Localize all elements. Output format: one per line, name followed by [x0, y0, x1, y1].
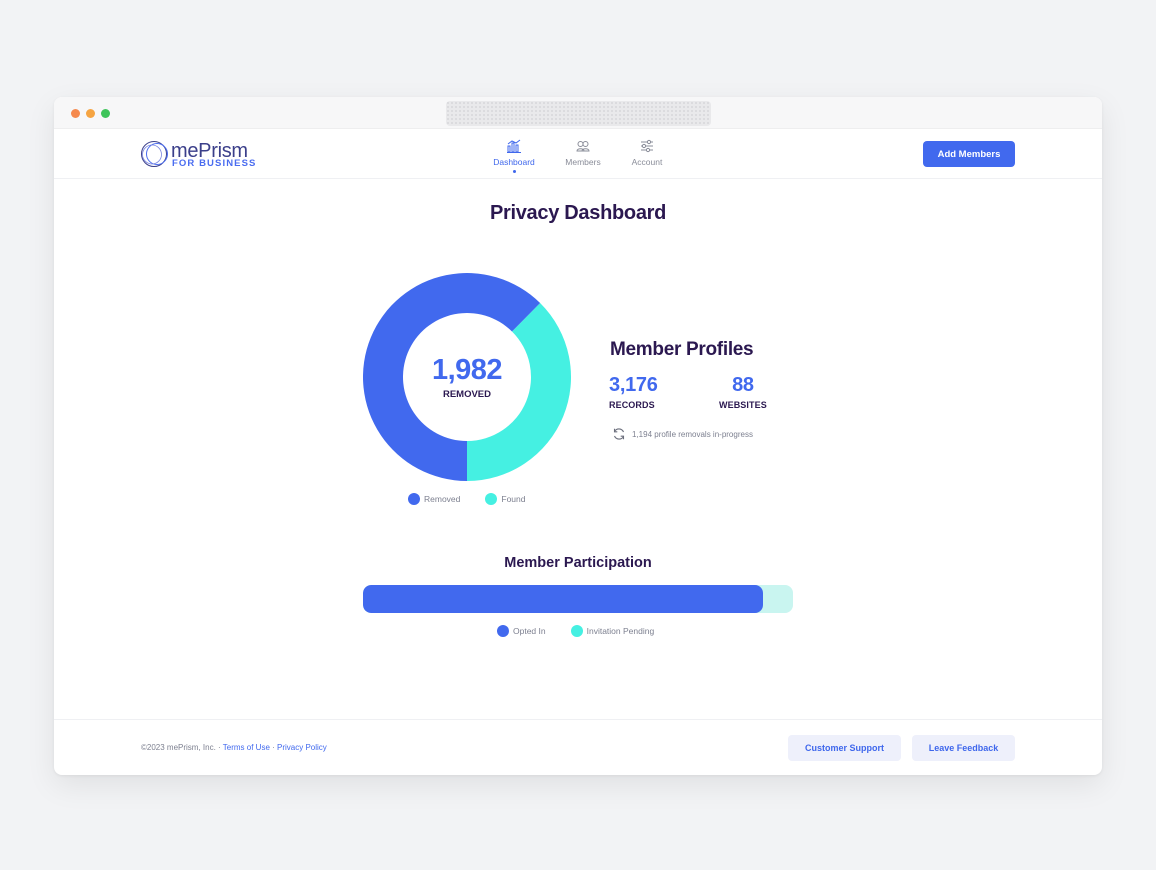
footer-text: ©2023 mePrism, Inc. · Terms of Use · Pri…	[141, 743, 327, 752]
nav-members-label: Members	[565, 157, 601, 167]
meprism-logo[interactable]: mePrism FOR BUSINESS	[140, 139, 270, 169]
legend-swatch-found	[485, 493, 498, 505]
footer-separator: ·	[269, 743, 278, 752]
top-navbar: mePrism FOR BUSINESS Dashboard Members	[54, 129, 1102, 179]
legend-item-removed: Removed	[408, 493, 460, 505]
legend-item-found: Found	[485, 493, 526, 505]
window-minimize-button[interactable]	[86, 109, 95, 118]
nav-members[interactable]: Members	[551, 139, 615, 167]
leave-feedback-button[interactable]: Leave Feedback	[912, 735, 1015, 761]
in-progress-text: 1,194 profile removals in-progress	[632, 429, 753, 439]
logo-name: mePrism	[171, 140, 248, 162]
member-profiles-title: Member Profiles	[610, 339, 754, 360]
donut-center: 1,982 REMOVED	[402, 354, 532, 400]
legend-swatch-opted-in	[497, 625, 509, 637]
legend-label-removed: Removed	[424, 494, 461, 504]
removals-in-progress: 1,194 profile removals in-progress	[612, 427, 753, 441]
nav-dashboard[interactable]: Dashboard	[482, 139, 546, 173]
nav-account[interactable]: Account	[615, 139, 679, 167]
records-label: RECORDS	[609, 400, 655, 410]
footer: ©2023 mePrism, Inc. · Terms of Use · Pri…	[54, 719, 1102, 775]
chart-icon	[507, 139, 521, 153]
legend-swatch-removed	[408, 493, 420, 505]
donut-slice-removed	[363, 273, 541, 481]
records-value: 3,176	[609, 374, 658, 396]
prism-logo-icon	[141, 141, 168, 167]
active-indicator	[512, 170, 516, 173]
records-stat: 3,176 RECORDS	[609, 374, 658, 410]
browser-titlebar	[54, 97, 1102, 129]
legend-label-found: Found	[501, 494, 526, 504]
participation-bar-track	[363, 585, 793, 613]
legend-item-invitation-pending: Invitation Pending	[570, 625, 655, 637]
window-maximize-button[interactable]	[101, 109, 110, 118]
participation-bar-opted-in	[363, 585, 763, 613]
legend-swatch-invitation-pending	[570, 625, 583, 637]
privacy-policy-link[interactable]: Privacy Policy	[277, 743, 327, 752]
nav-account-label: Account	[631, 157, 663, 167]
address-bar[interactable]	[446, 101, 711, 126]
legend-item-opted-in: Opted In	[497, 625, 546, 637]
donut-slice-found	[467, 303, 571, 481]
websites-label: WEBSITES	[719, 400, 767, 410]
removal-donut-chart	[363, 273, 571, 481]
page-title: Privacy Dashboard	[489, 202, 667, 224]
members-icon	[576, 141, 590, 152]
donut-legend: Removed Found	[408, 493, 526, 505]
sliders-icon	[641, 139, 653, 153]
customer-support-button[interactable]: Customer Support	[788, 735, 901, 761]
participation-legend: Opted In Invitation Pending	[497, 625, 654, 637]
refresh-icon	[613, 428, 625, 440]
legend-label-opted-in: Opted In	[513, 626, 546, 636]
copyright: ©2023 mePrism, Inc. ·	[141, 743, 223, 752]
legend-label-invitation-pending: Invitation Pending	[586, 626, 655, 636]
browser-window: mePrism FOR BUSINESS Dashboard Members	[54, 97, 1102, 775]
nav-dashboard-label: Dashboard	[493, 157, 535, 167]
logo-subtitle: FOR BUSINESS	[172, 158, 257, 169]
add-members-button[interactable]: Add Members	[923, 141, 1015, 167]
participation-title: Member Participation	[504, 555, 652, 571]
terms-of-use-link[interactable]: Terms of Use	[222, 743, 270, 752]
removed-label: REMOVED	[442, 389, 492, 400]
websites-stat: 88 WEBSITES	[719, 374, 767, 410]
window-close-button[interactable]	[71, 109, 80, 118]
websites-value: 88	[732, 374, 754, 396]
removed-count: 1,982	[431, 354, 503, 386]
